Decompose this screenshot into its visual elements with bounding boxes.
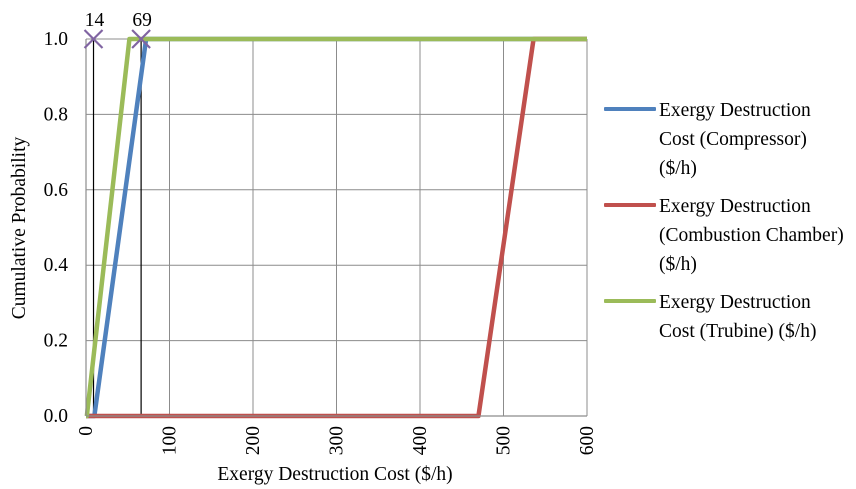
y-tick-label: 0.8 xyxy=(44,104,68,125)
x-tick-label: 300 xyxy=(327,426,348,455)
legend: Exergy Destruction Cost (Compressor) ($/… xyxy=(604,96,854,348)
x-tick-label: 100 xyxy=(160,426,181,455)
x-axis-title: Exergy Destruction Cost ($/h) xyxy=(217,464,452,485)
legend-label-compressor: Exergy Destruction Cost (Compressor) ($/… xyxy=(659,100,811,179)
legend-label-combustion-chamber: Exergy Destruction (Combustion Chamber) … xyxy=(659,196,844,275)
x-marker xyxy=(131,29,151,49)
x-tick-label: 200 xyxy=(243,426,264,455)
x-marker xyxy=(83,29,104,49)
legend-swatch-combustion-chamber xyxy=(604,203,656,207)
gridlines xyxy=(86,38,588,416)
legend-item-compressor: Exergy Destruction Cost (Compressor) ($/… xyxy=(604,96,854,179)
y-tick-label: 0.2 xyxy=(44,331,68,352)
y-tick-label: 0.6 xyxy=(44,180,69,201)
y-axis-title: Cumulative Probability xyxy=(9,136,30,319)
y-tick-label: 0.4 xyxy=(44,255,69,276)
legend-label-turbine: Exergy Destruction Cost (Trubine) ($/h) xyxy=(659,292,817,342)
axes xyxy=(85,39,587,417)
annotation-label: 69 xyxy=(132,10,152,31)
x-tick-label: 0 xyxy=(76,426,97,436)
y-tick-label: 1.0 xyxy=(44,29,68,50)
tick-labels: 0.0 0.2 0.4 0.6 0.8 1.0 0 100 200 300 400 500 600 xyxy=(44,29,598,455)
x-tick-label: 500 xyxy=(494,426,515,455)
legend-item-combustion-chamber: Exergy Destruction (Combustion Chamber) … xyxy=(604,192,854,275)
x-tick-label: 600 xyxy=(577,426,598,455)
annotation-markers: 14 69 xyxy=(83,10,152,49)
legend-swatch-compressor xyxy=(604,107,656,111)
y-tick-label: 0.0 xyxy=(44,406,68,427)
legend-swatch-turbine xyxy=(604,299,656,303)
annotation-label: 14 xyxy=(85,10,105,31)
x-tick-label: 400 xyxy=(410,426,431,455)
legend-item-turbine: Exergy Destruction Cost (Trubine) ($/h) xyxy=(604,288,854,348)
